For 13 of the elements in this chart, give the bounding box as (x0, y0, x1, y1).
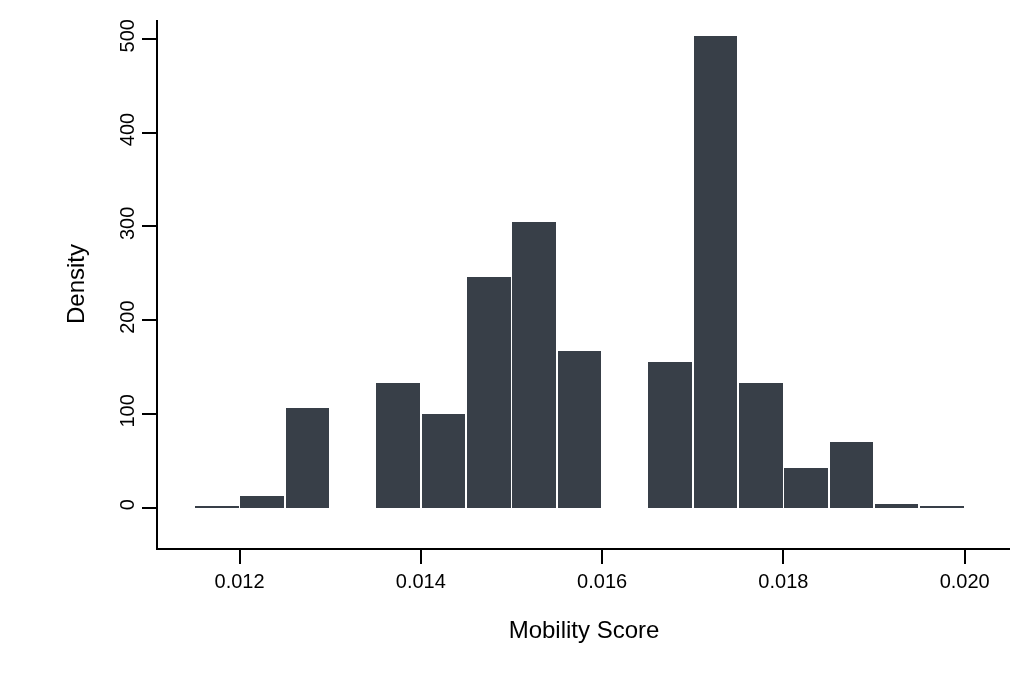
y-axis-title: Density (61, 243, 89, 325)
y-tick-label: 400 (116, 112, 139, 147)
x-tick-label: 0.014 (395, 569, 446, 592)
y-tick-label: 500 (116, 19, 139, 53)
y-tick-label: 0 (116, 499, 139, 511)
x-tick-label: 0.012 (214, 569, 265, 592)
y-tick-label: 200 (116, 300, 139, 334)
y-tick-label: 100 (116, 394, 139, 428)
x-tick-label: 0.016 (577, 569, 628, 592)
x-tick-label: 0.018 (758, 569, 809, 592)
y-tick-label: 300 (116, 206, 139, 241)
x-tick-label: 0.020 (939, 569, 990, 592)
x-axis-title: Mobility Score (508, 615, 660, 643)
